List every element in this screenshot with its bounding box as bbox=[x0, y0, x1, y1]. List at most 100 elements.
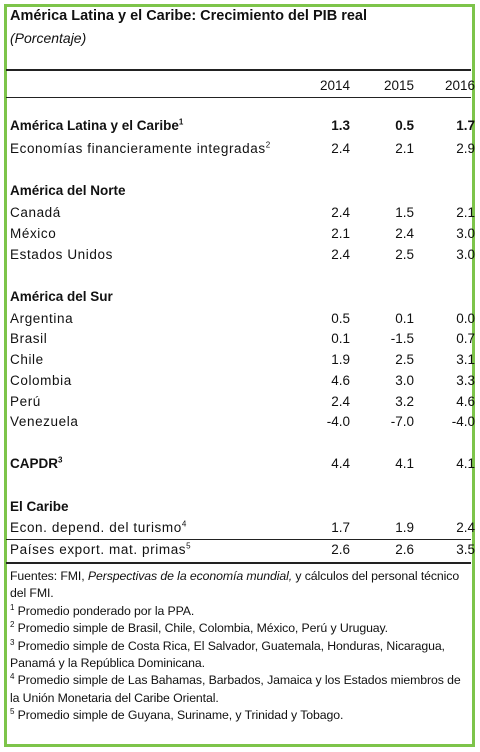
cell-2016: 3.0 bbox=[456, 247, 475, 262]
footnote-number: 1 bbox=[10, 602, 15, 612]
footnote-text: Promedio simple de Brasil, Chile, Colomb… bbox=[14, 621, 389, 636]
cell-2015: 2.4 bbox=[395, 226, 414, 241]
cell-2016: 2.1 bbox=[456, 205, 475, 220]
cell-2015: 3.2 bbox=[395, 394, 414, 409]
table-row: Chile 1.9 2.5 3.1 bbox=[10, 352, 475, 372]
year-header-2014: 2014 bbox=[319, 78, 350, 93]
table-title: América Latina y el Caribe: Crecimiento … bbox=[10, 8, 367, 24]
table-row: Colombia 4.6 3.0 3.3 bbox=[10, 373, 475, 393]
footnote-number: 5 bbox=[10, 707, 15, 717]
header-bottom-rule bbox=[6, 97, 471, 98]
header-top-rule bbox=[6, 69, 471, 71]
cell-2014: 2.4 bbox=[331, 394, 350, 409]
cell-2016: -4.0 bbox=[451, 414, 475, 429]
footnote-5: 5 Promedio simple de Guyana, Suriname, y… bbox=[10, 707, 465, 724]
row-label: Econ. depend. del turismo bbox=[10, 520, 182, 535]
footnote-number: 4 bbox=[10, 672, 15, 682]
footnote-marker: 1 bbox=[178, 117, 184, 127]
cell-2014: 2.6 bbox=[331, 542, 350, 557]
row-divider bbox=[6, 539, 471, 540]
sources-publication: Perspectivas de la economía mundial, bbox=[87, 569, 293, 583]
footnotes: Fuentes: FMI, Perspectivas de la economí… bbox=[10, 568, 465, 725]
cell-2016: 3.3 bbox=[456, 373, 475, 388]
cell-2016: 2.4 bbox=[456, 520, 475, 535]
sources-suffix: y cálculos del personal técnico del FMI. bbox=[10, 569, 460, 601]
cell-2016: 4.1 bbox=[456, 456, 475, 471]
cell-2015: 3.0 bbox=[395, 373, 414, 388]
cell-2015: 2.5 bbox=[395, 352, 414, 367]
table-row: Perú 2.4 3.2 4.6 bbox=[10, 394, 475, 414]
table-row: Canadá 2.4 1.5 2.1 bbox=[10, 205, 475, 225]
cell-2014: -4.0 bbox=[326, 414, 350, 429]
cell-2015: 1.5 bbox=[395, 205, 414, 220]
footnote-2: 2 Promedio simple de Brasil, Chile, Colo… bbox=[10, 620, 465, 637]
row-label: Economías financieramente integradas bbox=[10, 141, 266, 156]
cell-2016: 4.6 bbox=[456, 394, 475, 409]
table-subtitle: (Porcentaje) bbox=[10, 30, 87, 46]
footnote-number: 2 bbox=[10, 620, 15, 630]
cell-2014: 0.1 bbox=[331, 331, 350, 346]
row-label: México bbox=[10, 226, 57, 241]
cell-2014: 2.4 bbox=[331, 141, 350, 156]
table-row: Argentina 0.5 0.1 0.0 bbox=[10, 311, 475, 331]
section-title-south: América del Sur bbox=[10, 289, 113, 304]
cell-2014: 0.5 bbox=[331, 311, 350, 326]
sources-prefix: Fuentes: FMI, bbox=[10, 569, 88, 583]
footnote-marker: 3 bbox=[58, 455, 63, 465]
table-frame bbox=[4, 4, 475, 747]
footnote-marker: 5 bbox=[186, 541, 192, 551]
cell-2016: 3.5 bbox=[456, 542, 475, 557]
cell-2015: 0.5 bbox=[395, 118, 414, 133]
table-row: Econ. depend. del turismo4 1.7 1.9 2.4 bbox=[10, 519, 475, 540]
row-label: Colombia bbox=[10, 373, 72, 388]
table-bottom-rule bbox=[6, 562, 471, 564]
cell-2015: 2.5 bbox=[395, 247, 414, 262]
row-label: Canadá bbox=[10, 205, 61, 220]
cell-2016: 3.1 bbox=[456, 352, 475, 367]
footnote-text: Promedio ponderado por la PPA. bbox=[14, 603, 195, 618]
cell-2014: 2.1 bbox=[331, 226, 350, 241]
row-label: Argentina bbox=[10, 311, 74, 326]
cell-2014: 2.4 bbox=[331, 247, 350, 262]
footnote-text: Promedio simple de Guyana, Suriname, y T… bbox=[14, 708, 344, 723]
footnote-marker: 2 bbox=[265, 140, 271, 150]
table-row: Brasil 0.1 -1.5 0.7 bbox=[10, 331, 475, 351]
cell-2014: 4.6 bbox=[331, 373, 350, 388]
cell-2016: 0.7 bbox=[456, 331, 475, 346]
section-title-caribbean: El Caribe bbox=[10, 499, 69, 514]
footnote-text: Promedio simple de Las Bahamas, Barbados… bbox=[10, 673, 461, 705]
row-label: Perú bbox=[10, 394, 41, 409]
cell-2015: 4.1 bbox=[395, 456, 414, 471]
table-row: Estados Unidos 2.4 2.5 3.0 bbox=[10, 247, 475, 267]
footnote-text: Promedio simple de Costa Rica, El Salvad… bbox=[10, 638, 445, 671]
row-label: Estados Unidos bbox=[10, 247, 113, 262]
row-label: Países export. mat. primas bbox=[10, 542, 187, 557]
cell-2016: 0.0 bbox=[456, 311, 475, 326]
cell-2014: 4.4 bbox=[331, 456, 350, 471]
cell-2014: 1.3 bbox=[331, 118, 350, 133]
cell-2015: -7.0 bbox=[390, 414, 414, 429]
footnote-number: 3 bbox=[10, 637, 15, 647]
cell-2015: 2.6 bbox=[395, 542, 414, 557]
row-label: Venezuela bbox=[10, 414, 79, 429]
row-label: Brasil bbox=[10, 331, 48, 346]
table-row: América Latina y el Caribe1 1.3 0.5 1.7 bbox=[10, 117, 475, 138]
footnote-marker: 4 bbox=[181, 519, 187, 529]
footnote-3: 3 Promedio simple de Costa Rica, El Salv… bbox=[10, 638, 465, 673]
cell-2014: 1.7 bbox=[331, 520, 350, 535]
footnote-1: 1 Promedio ponderado por la PPA. bbox=[10, 603, 465, 620]
cell-2015: 1.9 bbox=[395, 520, 414, 535]
cell-2014: 2.4 bbox=[331, 205, 350, 220]
cell-2016: 3.0 bbox=[456, 226, 475, 241]
table-row: Economías financieramente integradas2 2.… bbox=[10, 140, 475, 161]
cell-2016: 2.9 bbox=[456, 141, 475, 156]
cell-2014: 1.9 bbox=[331, 352, 350, 367]
year-header-2015: 2015 bbox=[383, 78, 414, 93]
footnote-4: 4 Promedio simple de Las Bahamas, Barbad… bbox=[10, 672, 465, 707]
section-title-north: América del Norte bbox=[10, 183, 126, 198]
table-row: CAPDR3 4.4 4.1 4.1 bbox=[10, 455, 475, 476]
table-row: Países export. mat. primas5 2.6 2.6 3.5 bbox=[10, 541, 475, 562]
row-label: CAPDR bbox=[10, 456, 59, 471]
row-label: Chile bbox=[10, 352, 44, 367]
cell-2015: -1.5 bbox=[390, 331, 414, 346]
